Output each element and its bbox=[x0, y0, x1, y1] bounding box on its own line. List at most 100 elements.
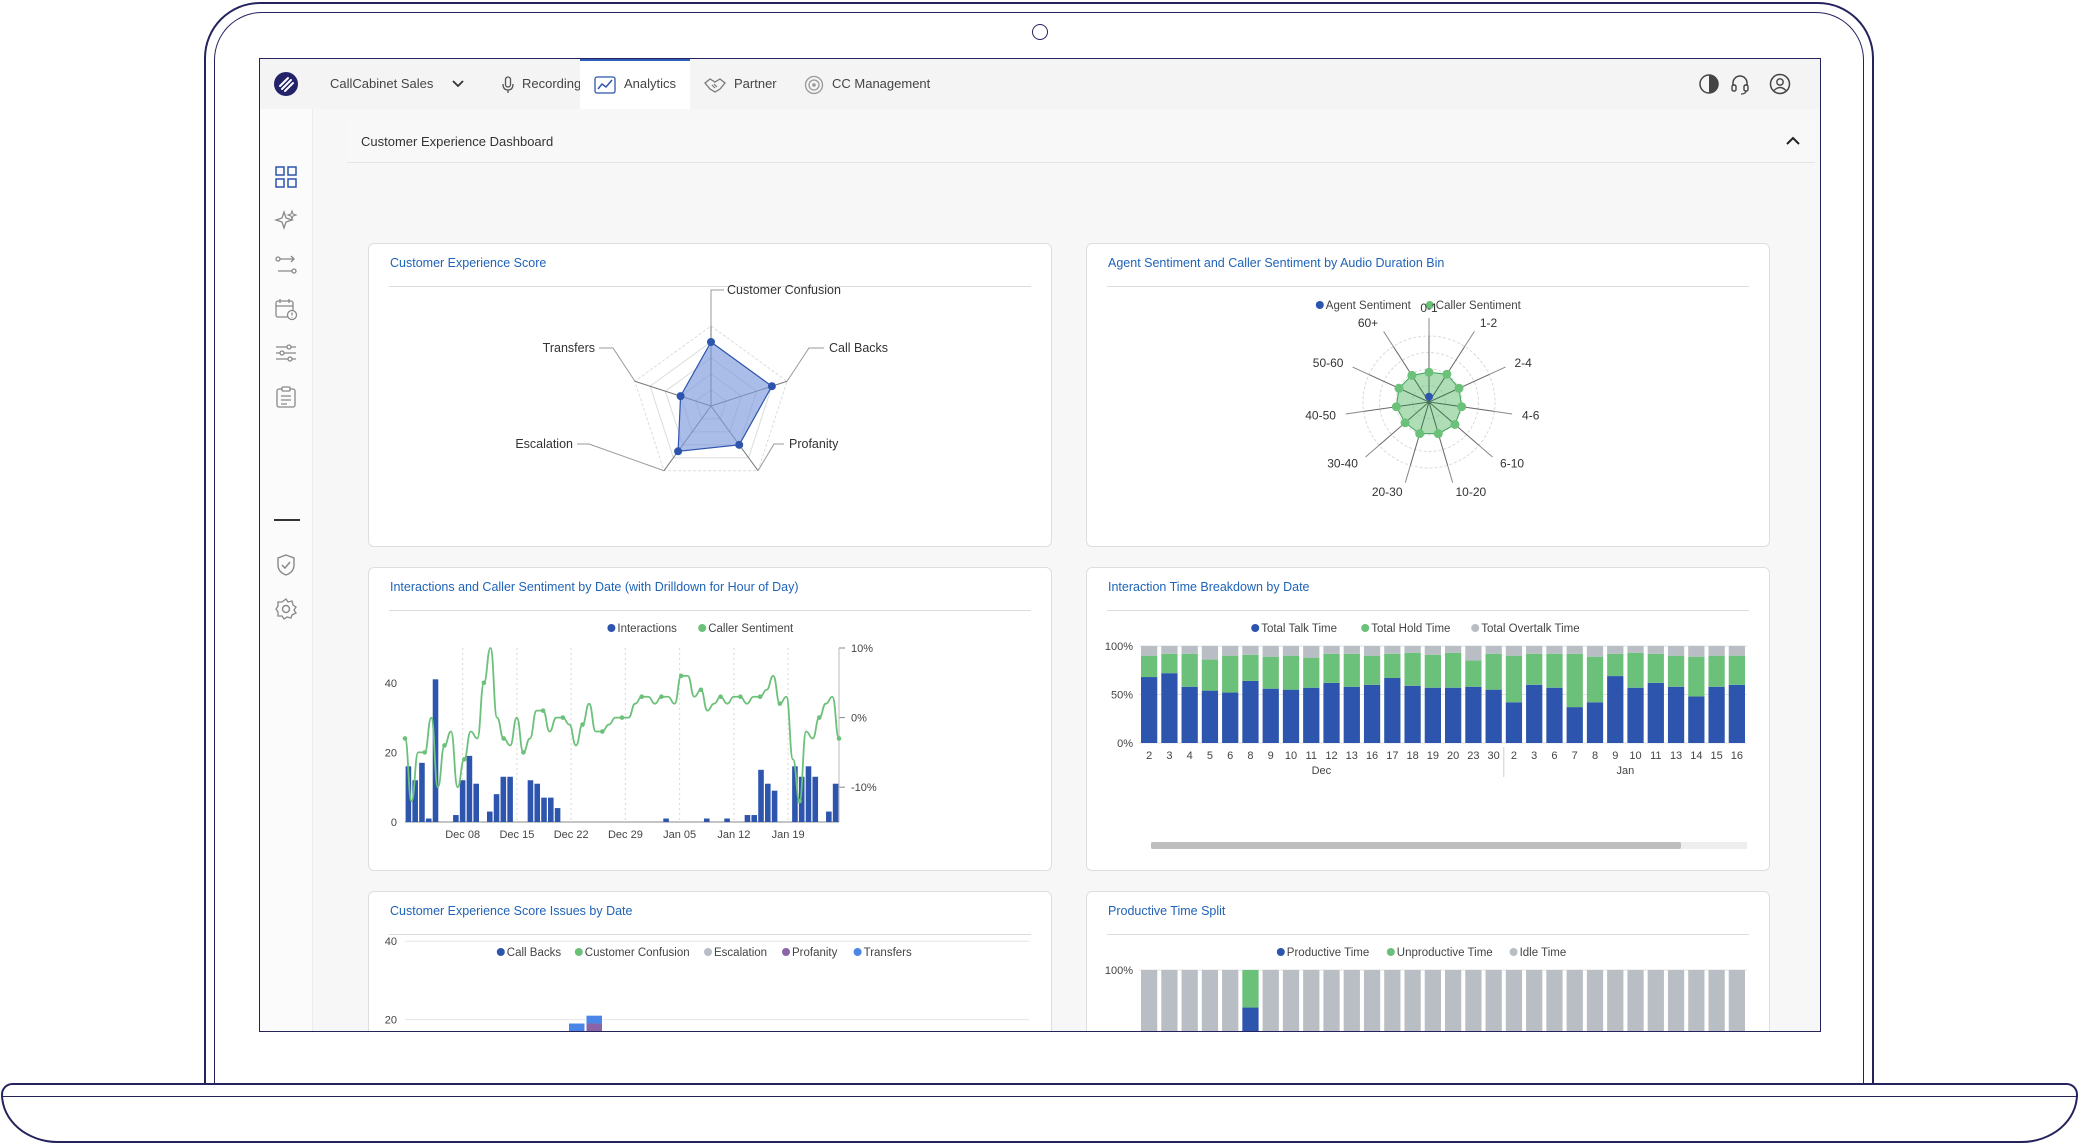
idle-time-bar bbox=[1607, 970, 1624, 1031]
idle-time-bar bbox=[1526, 970, 1543, 1031]
contrast-icon[interactable] bbox=[1698, 73, 1720, 95]
total-hold-time-bar bbox=[1667, 655, 1685, 687]
radar-axis-label: 0-1 bbox=[1420, 301, 1438, 315]
chevron-down-icon bbox=[452, 80, 464, 88]
legend-marker bbox=[1276, 948, 1285, 956]
total-talk-time-bar bbox=[1363, 684, 1381, 743]
radar-label-leader bbox=[710, 289, 724, 326]
total-talk-time-bar bbox=[1485, 689, 1502, 743]
month-label: Dec bbox=[1312, 765, 1332, 777]
total-overtalk-time-bar bbox=[1607, 646, 1624, 654]
transfers-bar bbox=[569, 1023, 585, 1031]
cc-management-icon bbox=[804, 75, 824, 94]
tab-recording-label: Recording bbox=[522, 76, 582, 91]
caller-sentiment-point bbox=[619, 715, 625, 720]
idle-time-bar bbox=[1282, 970, 1300, 1031]
legend-label: Profanity bbox=[792, 947, 838, 959]
idle-time-bar bbox=[1505, 970, 1523, 1031]
workflow-icon[interactable] bbox=[274, 253, 298, 277]
total-overtalk-time-bar bbox=[1647, 646, 1664, 654]
y-tick-label: 20 bbox=[385, 747, 397, 759]
total-hold-time-bar bbox=[1566, 653, 1583, 708]
settings-gear-icon[interactable] bbox=[274, 597, 298, 621]
card-divider bbox=[1107, 934, 1749, 935]
total-talk-time-bar bbox=[1728, 684, 1745, 743]
total-talk-time-bar bbox=[1465, 686, 1482, 743]
legend-marker bbox=[1315, 301, 1324, 309]
total-hold-time-bar bbox=[1343, 653, 1360, 687]
sliders-icon[interactable] bbox=[274, 341, 298, 365]
interaction-bar bbox=[412, 780, 418, 822]
interactions-combo-chart[interactable]: Interactions Caller Sentiment 0 20 40 10% 0% -1… bbox=[369, 568, 1053, 872]
total-talk-time-bar bbox=[1667, 686, 1685, 743]
caller-sentiment-point bbox=[1415, 429, 1425, 439]
tab-cc-management[interactable]: CC Management bbox=[792, 59, 942, 109]
radar-point bbox=[674, 447, 683, 456]
idle-time-bar bbox=[1465, 970, 1482, 1031]
caller-sentiment-point bbox=[1442, 369, 1452, 379]
total-talk-time-bar bbox=[1404, 685, 1421, 743]
total-overtalk-time-bar bbox=[1282, 646, 1300, 656]
radar-axis-label: Call Backs bbox=[829, 341, 888, 355]
y-tick-label: 0% bbox=[1117, 738, 1133, 750]
app-screen: CallCabinet Sales Recording Analytics Pa… bbox=[259, 58, 1821, 1032]
caller-sentiment-point bbox=[501, 736, 506, 741]
total-hold-time-bar bbox=[1505, 655, 1523, 703]
user-avatar-icon[interactable] bbox=[1769, 73, 1791, 95]
x-tick-label: Jan 05 bbox=[663, 829, 696, 841]
x-tick-label: 2 bbox=[1146, 750, 1152, 762]
transfers-bar bbox=[552, 1031, 568, 1032]
total-talk-time-bar bbox=[1647, 682, 1664, 743]
productive-time-bar bbox=[1242, 1007, 1259, 1031]
clipboard-icon[interactable] bbox=[274, 385, 298, 409]
idle-time-bar bbox=[1647, 970, 1664, 1031]
caller-sentiment-point bbox=[560, 715, 566, 720]
interaction-bar bbox=[466, 755, 473, 822]
interaction-bar bbox=[534, 783, 541, 822]
productive-time-chart[interactable]: Productive Time Unproductive Time Idle Tim… bbox=[1087, 892, 1771, 1032]
x-tick-label: 16 bbox=[1366, 750, 1378, 762]
time-breakdown-chart[interactable]: Total Talk Time Total Hold Time Total Over… bbox=[1087, 568, 1771, 872]
x-tick-label: 10 bbox=[1629, 750, 1641, 762]
total-hold-time-bar bbox=[1627, 652, 1644, 688]
headset-icon[interactable] bbox=[1729, 73, 1751, 95]
tab-analytics[interactable]: Analytics bbox=[580, 59, 691, 109]
idle-time-bar bbox=[1303, 970, 1320, 1031]
laptop-base bbox=[1, 1083, 2078, 1143]
shield-check-icon[interactable] bbox=[274, 553, 298, 577]
x-tick-label: 8 bbox=[1247, 750, 1253, 762]
legend-marker bbox=[607, 624, 616, 632]
x-tick-label: Dec 29 bbox=[608, 829, 643, 841]
total-overtalk-time-bar bbox=[1222, 646, 1239, 656]
y-tick-label: 100% bbox=[1105, 641, 1133, 653]
legend-label: Agent Sentiment bbox=[1326, 300, 1412, 312]
idle-time-bar bbox=[1586, 970, 1604, 1031]
dashboard-icon[interactable] bbox=[274, 165, 298, 189]
caller-sentiment-point bbox=[639, 694, 645, 700]
sparkles-icon[interactable] bbox=[274, 209, 298, 233]
tab-recording[interactable]: Recording bbox=[490, 59, 593, 109]
workspace-selector[interactable]: CallCabinet Sales bbox=[330, 59, 464, 109]
caller-sentiment-point bbox=[777, 701, 783, 706]
total-overtalk-time-bar bbox=[1465, 646, 1482, 661]
tab-partner[interactable]: Partner bbox=[692, 59, 789, 109]
chevron-up-icon[interactable] bbox=[1785, 133, 1801, 149]
profanity-bar bbox=[586, 1023, 602, 1031]
caller-sentiment-point bbox=[836, 736, 842, 741]
x-tick-label: 12 bbox=[1325, 750, 1337, 762]
legend-marker bbox=[1361, 624, 1370, 632]
total-hold-time-bar bbox=[1546, 653, 1563, 688]
callcabinet-logo-icon[interactable] bbox=[274, 72, 298, 96]
interaction-bar bbox=[663, 818, 669, 822]
caller-sentiment-point bbox=[816, 715, 822, 720]
caller-sentiment-point bbox=[1457, 402, 1467, 412]
total-overtalk-time-bar bbox=[1505, 646, 1523, 656]
total-hold-time-bar bbox=[1728, 655, 1745, 685]
issues-stacked-chart[interactable]: Call Backs Customer Confusion Escalation Pr… bbox=[369, 892, 1053, 1032]
x-tick-label: 16 bbox=[1731, 750, 1743, 762]
calendar-alert-icon[interactable] bbox=[274, 297, 298, 321]
total-talk-time-bar bbox=[1384, 678, 1401, 743]
camera-icon bbox=[1032, 24, 1048, 40]
cx-score-radar-chart[interactable]: Customer Confusion Call Backs Profanity Esc… bbox=[369, 244, 1053, 548]
